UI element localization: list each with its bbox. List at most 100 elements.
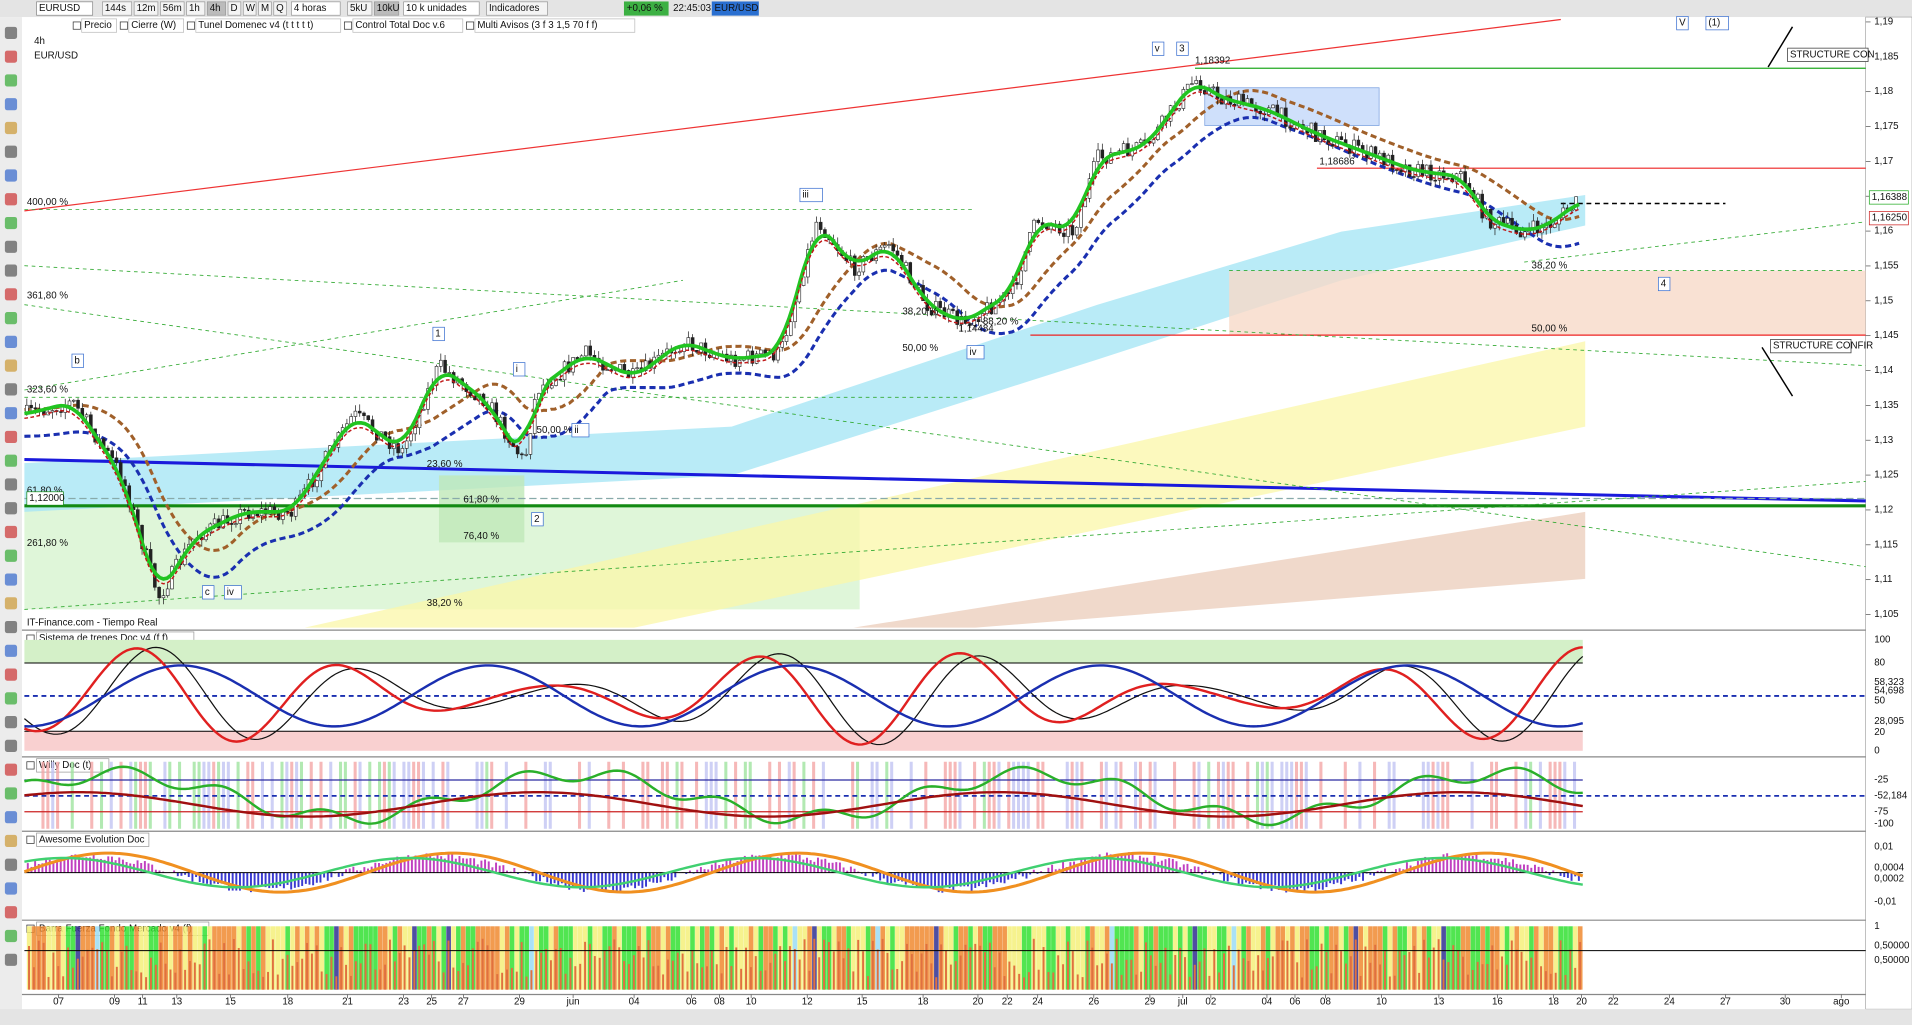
panel-title-box[interactable] [36, 832, 150, 847]
candle-body [938, 301, 942, 308]
tool-icon[interactable] [4, 478, 18, 491]
timeframe-button-box[interactable] [227, 1, 242, 16]
tool-icon[interactable] [4, 50, 18, 63]
timeframe-button-box[interactable] [273, 1, 287, 16]
force-bar [710, 950, 713, 990]
tool-icon[interactable] [4, 692, 18, 705]
tool-icon[interactable] [4, 359, 18, 372]
tool-icon[interactable] [4, 288, 18, 301]
tool-icon[interactable] [4, 739, 18, 752]
tool-icon[interactable] [4, 407, 18, 420]
tool-icon[interactable] [4, 811, 18, 824]
panel-axis-label: 1 [1874, 921, 1879, 932]
tool-icon[interactable] [4, 763, 18, 776]
indicator-check[interactable] [72, 21, 81, 30]
tool-icon[interactable] [4, 620, 18, 634]
panel-title-check[interactable] [26, 761, 35, 770]
tool-icon[interactable] [4, 98, 18, 111]
timeframe-button-box[interactable] [133, 1, 159, 16]
tool-icon[interactable] [4, 858, 18, 871]
tool-icon[interactable] [4, 549, 18, 562]
indicator-toggle-box[interactable] [352, 18, 464, 33]
indicator-toggle-box[interactable] [128, 18, 185, 33]
timeframe-button-box[interactable] [159, 1, 185, 16]
histogram-bar [842, 867, 845, 873]
timeframe-button-box[interactable] [102, 1, 133, 16]
histogram-bar [26, 863, 29, 873]
tool-icon[interactable] [4, 383, 18, 396]
tool-icon[interactable] [4, 882, 18, 895]
force-bar [1003, 976, 1006, 990]
tool-icon[interactable] [4, 430, 18, 444]
date-label: 27 [458, 996, 469, 1007]
force-bar [1260, 926, 1266, 990]
indicator-check[interactable] [466, 21, 475, 30]
force-bar [169, 969, 172, 990]
indicator-toggle-box[interactable] [195, 18, 342, 33]
indicator-check[interactable] [186, 21, 195, 30]
panel-title-check[interactable] [26, 835, 35, 844]
indicator-check[interactable] [343, 21, 353, 30]
period-select-box[interactable] [291, 1, 341, 16]
annotation: 50,00 % [1532, 324, 1568, 335]
quantity-select-box[interactable] [403, 1, 480, 16]
tool-icon[interactable] [4, 193, 18, 206]
histogram-bar [934, 872, 937, 887]
histogram-bar [1460, 856, 1463, 873]
candle-body [165, 588, 170, 596]
tool-icon[interactable] [4, 929, 18, 943]
date-label: 06 [686, 996, 697, 1007]
tool-icon[interactable] [4, 906, 18, 919]
tool-icon[interactable] [4, 335, 18, 348]
tool-icon[interactable] [4, 668, 18, 681]
histogram-bar [345, 869, 348, 873]
tool-icon[interactable] [4, 121, 18, 135]
force-bar [75, 926, 81, 990]
tool-icon[interactable] [4, 716, 18, 729]
state-bar [1436, 761, 1440, 829]
force-bar [768, 926, 773, 990]
tool-icon[interactable] [4, 312, 18, 325]
panel-title: Awesome Evolution Doc [39, 834, 145, 845]
force-bar [969, 947, 972, 990]
tool-icon[interactable] [4, 525, 18, 539]
unit-button-box[interactable] [347, 1, 373, 16]
force-bar [197, 926, 203, 990]
tool-icon[interactable] [4, 834, 18, 848]
timeframe-button-box[interactable] [258, 1, 272, 16]
tool-icon[interactable] [4, 573, 18, 586]
indicator-toggle-box[interactable] [474, 18, 636, 33]
tool-icon[interactable] [4, 787, 18, 800]
force-bar [749, 967, 752, 990]
force-bar [914, 926, 920, 990]
histogram-bar [667, 872, 669, 881]
timeframe-button-box[interactable] [242, 1, 257, 16]
tool-icon[interactable] [4, 240, 18, 253]
indicators-button-box[interactable] [486, 1, 548, 16]
tool-icon[interactable] [4, 644, 18, 657]
candle-body [818, 221, 823, 230]
tool-icon[interactable] [4, 953, 18, 966]
tool-icon[interactable] [4, 597, 18, 610]
tool-icon[interactable] [4, 454, 18, 467]
tool-icon[interactable] [4, 26, 18, 40]
unit-button-box[interactable] [373, 1, 400, 16]
tool-icon[interactable] [4, 74, 18, 87]
force-bar [857, 939, 860, 990]
indicator-check[interactable] [119, 21, 128, 30]
candle-body [1074, 227, 1079, 236]
tool-icon[interactable] [4, 145, 18, 158]
tool-icon[interactable] [4, 169, 18, 182]
force-bar [545, 949, 548, 990]
indicator-toggle-box[interactable] [81, 18, 117, 33]
date-label: 12 [802, 996, 813, 1007]
tool-icon[interactable] [4, 216, 18, 230]
timeframe-button-box[interactable] [206, 1, 226, 16]
toolbar-symbol-box[interactable] [36, 1, 94, 16]
tool-icon[interactable] [4, 264, 18, 277]
data-source: IT-Finance.com - Tiempo Real [27, 617, 158, 628]
histogram-bar [1197, 866, 1200, 873]
timeframe-button-box[interactable] [186, 1, 206, 16]
force-bar [823, 939, 826, 990]
tool-icon[interactable] [4, 502, 18, 515]
